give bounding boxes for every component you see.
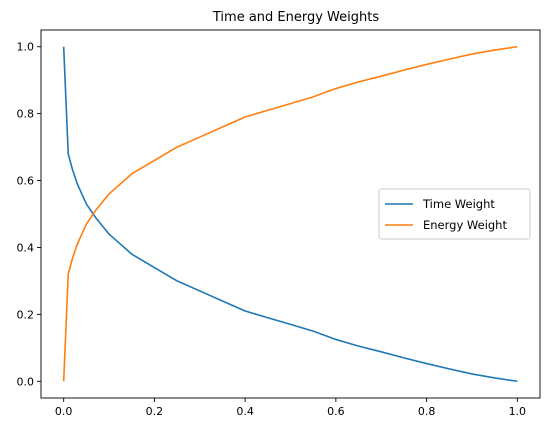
legend-label: Time Weight xyxy=(422,197,495,211)
y-tick-label: 0.0 xyxy=(17,375,35,388)
legend-box xyxy=(378,188,531,240)
plot-area xyxy=(62,45,518,383)
series-line-energy-weight xyxy=(62,45,518,382)
y-tick-label: 0.8 xyxy=(17,108,35,121)
y-tick-label: 0.6 xyxy=(17,175,35,188)
x-tick-label: 1.0 xyxy=(509,405,527,418)
y-tick-label: 0.2 xyxy=(17,308,35,321)
y-tick-label: 0.4 xyxy=(17,241,35,254)
series-line-time-weight xyxy=(62,46,518,383)
axes-frame xyxy=(40,29,541,399)
x-tick-label: 0.2 xyxy=(146,405,164,418)
x-tick-label: 0.6 xyxy=(327,405,345,418)
x-tick-label: 0.4 xyxy=(236,405,254,418)
axes: 0.0 0.2 0.4 0.6 0.8 1.0 0.0 0.2 0.4 0.6 0.8 1.0 xyxy=(17,29,541,418)
legend: Time Weight Energy Weight xyxy=(378,188,531,240)
legend-label: Energy Weight xyxy=(423,218,507,232)
chart-title: Time and Energy Weights xyxy=(212,10,379,25)
x-tick-label: 0.8 xyxy=(418,405,436,418)
y-tick-label: 1.0 xyxy=(17,41,35,54)
x-tick-label: 0.0 xyxy=(55,405,73,418)
